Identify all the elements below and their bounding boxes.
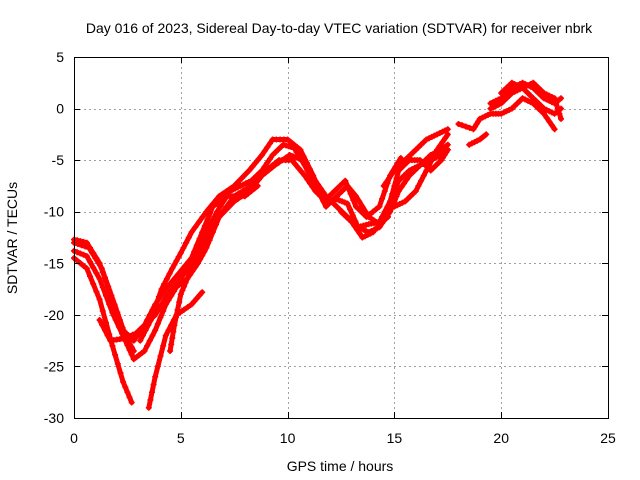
y-axis-label: SDTVAR / TECUs [4, 182, 20, 294]
series-markers [455, 95, 558, 133]
series-track-13 [455, 95, 558, 133]
plot-frame [74, 57, 609, 419]
series-track-10 [391, 131, 451, 210]
chart-title: Day 016 of 2023, Sidereal Day-to-day VTE… [86, 20, 593, 36]
y-tick-label: -25 [44, 358, 64, 374]
x-tick-label: 20 [493, 430, 509, 446]
series-markers [391, 131, 451, 210]
series-markers [466, 131, 490, 148]
series-markers [167, 141, 391, 354]
x-tick-label: 25 [600, 430, 616, 446]
x-tick-label: 15 [387, 430, 403, 446]
y-tick-label: -30 [44, 410, 64, 426]
series-track-12 [466, 131, 490, 148]
series-layer [71, 79, 564, 411]
axis-ticks: 0 5 10 15 20 25 -30 -25 -20 -15 -10 -5 0 5 [44, 49, 616, 446]
series-track-8 [167, 141, 391, 354]
x-tick-label: 5 [177, 430, 185, 446]
x-tick-label: 10 [280, 430, 296, 446]
y-tick-label: -10 [44, 204, 64, 220]
y-tick-label: -5 [52, 152, 65, 168]
y-tick-label: -15 [44, 255, 64, 271]
y-tick-label: 0 [56, 101, 64, 117]
series-markers [380, 126, 451, 189]
y-tick-label: 5 [56, 49, 64, 65]
series-track-16 [498, 79, 564, 122]
series-markers [338, 146, 451, 241]
series-track-14 [487, 84, 564, 117]
series-track-11 [380, 126, 451, 189]
y-tick-label: -20 [44, 307, 64, 323]
x-tick-label: 0 [70, 430, 78, 446]
x-axis-label: GPS time / hours [287, 458, 394, 474]
series-markers [498, 79, 564, 122]
